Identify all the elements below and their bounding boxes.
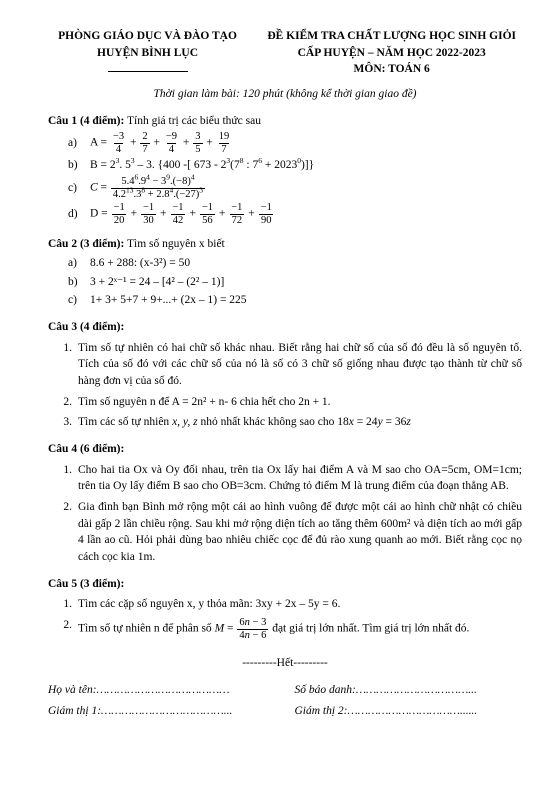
q5-2a: Tìm số tự nhiên n để phân số (78, 623, 215, 635)
item-label: a) (68, 135, 84, 152)
q1-desc: Tính giá trị các biểu thức sau (124, 115, 261, 127)
q3-3-text: Tìm các số tự nhiên x, y, z nhỏ nhất khá… (78, 414, 522, 431)
item-number: 2. (48, 394, 72, 411)
q5-item-1: 1. Tìm các cặp số nguyên x, y thỏa mãn: 3… (48, 596, 522, 613)
q2-title: Câu 2 (3 điểm): Tìm số nguyên x biết (48, 236, 522, 253)
q1b-expr: B = 23. 53 – 3. {400 -[ 673 - 23(78 : 76… (90, 157, 314, 174)
q2-label: Câu 2 (3 điểm): (48, 238, 124, 250)
q4-1-text: Cho hai tia Ox và Oy đối nhau, trên tia … (78, 462, 522, 495)
org-line-2: HUYỆN BÌNH LỤC (48, 45, 247, 62)
sign-row-1: Họ và tên:………………………………… Số báo danh:…………… (48, 682, 522, 699)
q4-title: Câu 4 (6 điểm): (48, 441, 522, 458)
q5-title: Câu 5 (3 điểm): (48, 576, 522, 593)
q3-3a: Tìm các số tự nhiên (78, 416, 172, 428)
item-number: 2. (48, 499, 72, 566)
q1-label: Câu 1 (4 điểm): (48, 115, 124, 127)
item-label: a) (68, 255, 84, 272)
q3-title: Câu 3 (4 điểm): (48, 319, 522, 336)
q2-item-c: c) 1+ 3+ 5+7 + 9+...+ (2x – 1) = 225 (68, 292, 522, 309)
item-number: 1. (48, 340, 72, 390)
item-number: 1. (48, 596, 72, 613)
q5-label: Câu 5 (3 điểm): (48, 578, 124, 590)
q1-item-d: d) D = −120 + −130 + −142 + −156 + −172 … (68, 202, 522, 226)
q4-2-text: Gia đình bạn Bình mở rộng một cái ao hìn… (78, 499, 522, 566)
q3-2-text: Tìm số nguyên n để A = 2n² + n- 6 chia h… (78, 394, 522, 411)
item-number: 2. (48, 617, 72, 641)
q1c-expr: C = 5.46.94 − 39.(−8)4 4.213.38 + 2.84.(… (90, 176, 206, 200)
q1-item-b: b) B = 23. 53 – 3. {400 -[ 673 - 23(78 :… (68, 157, 522, 174)
q3-1-text: Tìm số tự nhiên có hai chữ số khác nhau.… (78, 340, 522, 390)
q4-item-1: 1.Cho hai tia Ox và Oy đối nhau, trên ti… (48, 462, 522, 495)
invigilator-2: Giám thị 2:……………………………...... (294, 703, 522, 720)
q1d-expr: D = −120 + −130 + −142 + −156 + −172 + −… (90, 202, 275, 226)
q5-item-2: 2. Tìm số tự nhiên n để phân số M = 6n −… (48, 617, 522, 641)
q2c-expr: 1+ 3+ 5+7 + 9+...+ (2x – 1) = 225 (90, 292, 247, 309)
item-label: b) (68, 274, 84, 291)
header-underline (108, 68, 188, 72)
exam-page: PHÒNG GIÁO DỤC VÀ ĐÀO TẠO HUYỆN BÌNH LỤC… (0, 0, 558, 749)
sign-row-2: Giám thị 1:………………………………... Giám thị 2:……… (48, 703, 522, 720)
q5-1-text: Tìm các cặp số nguyên x, y thỏa mãn: 3xy… (78, 596, 522, 613)
exam-subject: MÔN: TOÁN 6 (261, 61, 522, 78)
q3-3b: nhỏ nhất khác không sao cho (198, 416, 338, 428)
item-label: c) (68, 180, 84, 197)
q2-desc: Tìm số nguyên x biết (124, 238, 224, 250)
end-marker: ---------Hết--------- (48, 655, 522, 672)
invigilator-1: Giám thị 1:………………………………... (48, 703, 276, 720)
q4-item-2: 2.Gia đình bạn Bình mở rộng một cái ao h… (48, 499, 522, 566)
item-label: d) (68, 206, 84, 223)
q5-2b: đạt giá trị lớn nhất. Tìm giá trị lớn nh… (272, 623, 469, 635)
q1-item-a: a) A = −34 + 27 + −94 + 35 + 197 (68, 131, 522, 155)
exam-title-2: CẤP HUYỆN – NĂM HỌC 2022-2023 (261, 45, 522, 62)
q2-item-a: a) 8.6 + 288: (x-3²) = 50 (68, 255, 522, 272)
header-left-block: PHÒNG GIÁO DỤC VÀ ĐÀO TẠO HUYỆN BÌNH LỤC (48, 28, 247, 78)
item-number: 3. (48, 414, 72, 431)
header: PHÒNG GIÁO DỤC VÀ ĐÀO TẠO HUYỆN BÌNH LỤC… (48, 28, 522, 78)
exam-title-1: ĐỀ KIỂM TRA CHẤT LƯỢNG HỌC SINH GIỎI (261, 28, 522, 45)
candidate-number: Số báo danh:……………………………... (294, 682, 522, 699)
item-number: 1. (48, 462, 72, 495)
q1-item-c: c) C = 5.46.94 − 39.(−8)4 4.213.38 + 2.8… (68, 176, 522, 200)
header-right-block: ĐỀ KIỂM TRA CHẤT LƯỢNG HỌC SINH GIỎI CẤP… (261, 28, 522, 78)
q2a-expr: 8.6 + 288: (x-3²) = 50 (90, 255, 190, 272)
q3-label: Câu 3 (4 điểm): (48, 321, 124, 333)
q1-title: Câu 1 (4 điểm): Tính giá trị các biểu th… (48, 113, 522, 130)
exam-time: Thời gian làm bài: 120 phút (không kể th… (48, 86, 522, 103)
q5-2-text: Tìm số tự nhiên n để phân số M = 6n − 34… (78, 617, 522, 641)
q3-item-2: 2. Tìm số nguyên n để A = 2n² + n- 6 chia… (48, 394, 522, 411)
item-label: c) (68, 292, 84, 309)
q2b-expr: 3 + 2ˣ⁻¹ = 24 – [4² – (2² – 1)] (90, 274, 224, 291)
q3-item-3: 3. Tìm các số tự nhiên x, y, z nhỏ nhất … (48, 414, 522, 431)
q3-item-1: 1.Tìm số tự nhiên có hai chữ số khác nha… (48, 340, 522, 390)
student-name: Họ và tên:………………………………… (48, 682, 276, 699)
q1a-expr: A = −34 + 27 + −94 + 35 + 197 (90, 131, 232, 155)
item-label: b) (68, 157, 84, 174)
q4-label: Câu 4 (6 điểm): (48, 443, 124, 455)
org-line-1: PHÒNG GIÁO DỤC VÀ ĐÀO TẠO (48, 28, 247, 45)
q2-item-b: b) 3 + 2ˣ⁻¹ = 24 – [4² – (2² – 1)] (68, 274, 522, 291)
